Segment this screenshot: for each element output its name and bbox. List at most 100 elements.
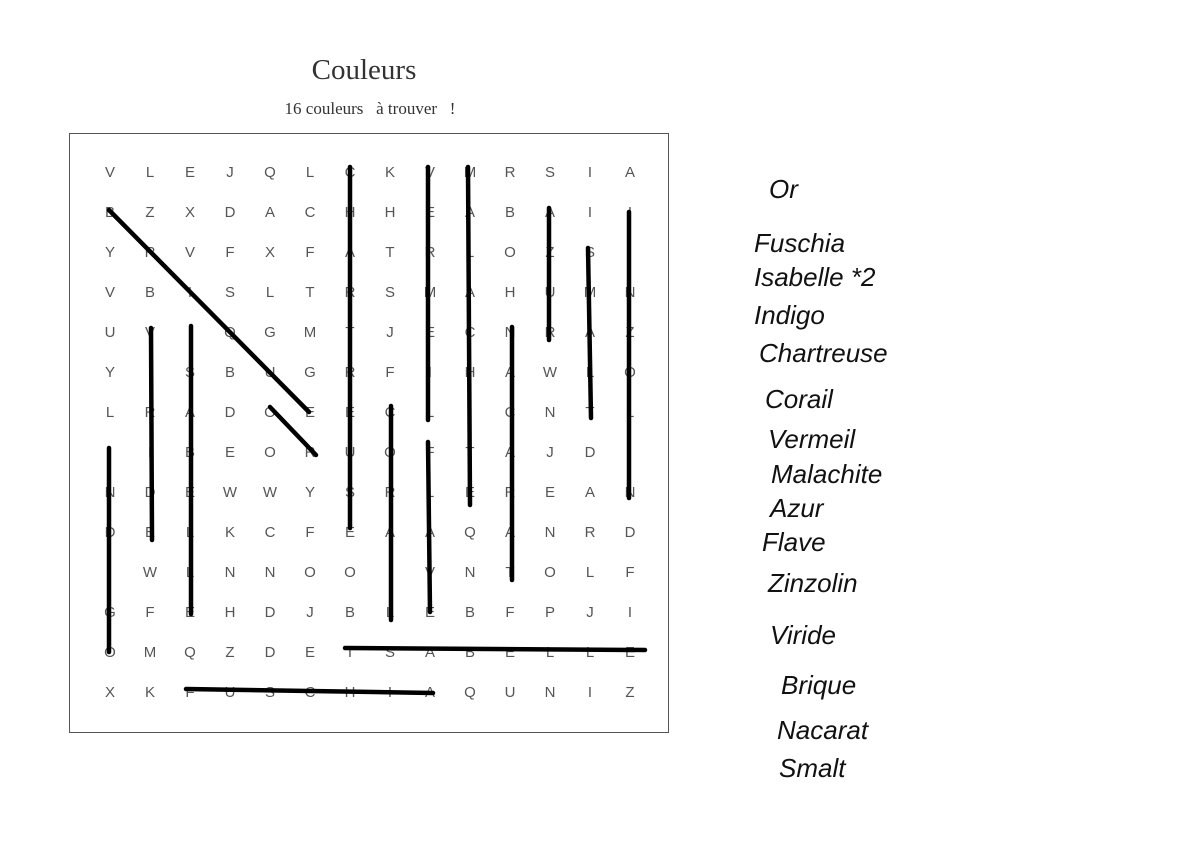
grid-cell[interactable]: I — [107, 444, 113, 461]
grid-cell[interactable]: D — [224, 204, 236, 221]
grid-cell[interactable]: C — [464, 324, 476, 341]
grid-cell[interactable]: R — [144, 244, 156, 261]
grid-cell[interactable]: Z — [545, 244, 555, 261]
grid-cell[interactable]: H — [344, 684, 356, 701]
grid-cell[interactable]: A — [584, 324, 595, 341]
grid-cell[interactable]: T — [385, 244, 395, 261]
grid-cell[interactable]: S — [544, 164, 555, 181]
grid-cell[interactable]: B — [104, 204, 115, 221]
grid-cell[interactable]: A — [544, 204, 555, 221]
grid-cell[interactable]: Q — [464, 684, 476, 701]
grid-cell[interactable]: E — [624, 644, 635, 661]
grid-cell[interactable]: J — [546, 444, 554, 461]
grid-cell[interactable]: N — [544, 524, 556, 541]
grid-cell[interactable]: D — [104, 524, 116, 541]
grid-cell[interactable]: Y — [104, 244, 115, 261]
grid-cell[interactable]: B — [184, 444, 195, 461]
grid-cell[interactable]: F — [385, 364, 395, 381]
grid-cell[interactable]: T — [505, 564, 515, 581]
grid-cell[interactable]: K — [384, 164, 395, 181]
grid-cell[interactable]: B — [464, 644, 475, 661]
grid-cell[interactable]: R — [384, 484, 396, 501]
grid-cell[interactable]: N — [504, 324, 516, 341]
grid-cell[interactable]: Y — [304, 484, 315, 501]
grid-cell[interactable]: E — [304, 644, 315, 661]
grid-cell[interactable]: N — [104, 484, 116, 501]
grid-cell[interactable]: L — [425, 404, 435, 421]
grid-cell[interactable]: I — [467, 404, 473, 421]
grid-cell[interactable]: N — [624, 284, 636, 301]
grid-cell[interactable]: R — [304, 444, 316, 461]
grid-cell[interactable]: M — [303, 324, 317, 341]
grid-cell[interactable]: I — [627, 204, 633, 221]
grid-cell[interactable]: L — [585, 364, 595, 381]
grid-cell[interactable]: L — [185, 564, 195, 581]
grid-cell[interactable]: L — [585, 644, 595, 661]
grid-cell[interactable]: T — [305, 284, 315, 301]
grid-cell[interactable]: D — [584, 444, 596, 461]
grid-cell[interactable]: O — [104, 644, 116, 661]
grid-cell[interactable]: I — [627, 604, 633, 621]
grid-cell[interactable]: V — [424, 164, 435, 181]
grid-cell[interactable]: R — [504, 484, 516, 501]
grid-cell[interactable]: S — [584, 244, 595, 261]
grid-cell[interactable]: M — [423, 284, 437, 301]
grid-cell[interactable]: G — [304, 364, 316, 381]
grid-cell[interactable]: Z — [225, 644, 235, 661]
grid-cell[interactable]: S — [384, 644, 395, 661]
grid-cell[interactable]: I — [387, 684, 393, 701]
grid-cell[interactable]: H — [224, 604, 236, 621]
grid-cell[interactable]: C — [344, 164, 356, 181]
grid-cell[interactable]: A — [464, 284, 475, 301]
grid-cell[interactable]: K — [224, 524, 235, 541]
grid-cell[interactable]: L — [625, 404, 635, 421]
grid-cell[interactable]: D — [624, 524, 636, 541]
grid-cell[interactable]: X — [104, 684, 115, 701]
grid-cell[interactable]: F — [505, 604, 515, 621]
grid-cell[interactable]: R — [344, 284, 356, 301]
grid-cell[interactable]: U — [344, 444, 356, 461]
grid-cell[interactable]: S — [264, 684, 275, 701]
grid-cell[interactable]: I — [587, 204, 593, 221]
grid-cell[interactable]: H — [464, 364, 476, 381]
grid-cell[interactable]: A — [384, 524, 395, 541]
grid-cell[interactable]: W — [222, 484, 238, 501]
grid-cell[interactable]: D — [264, 644, 276, 661]
grid-cell[interactable]: E — [424, 324, 435, 341]
grid-cell[interactable]: F — [145, 604, 155, 621]
grid-cell[interactable]: T — [585, 404, 595, 421]
grid-cell[interactable]: O — [264, 404, 276, 421]
grid-cell[interactable]: U — [504, 684, 516, 701]
grid-cell[interactable]: F — [185, 684, 195, 701]
grid-cell[interactable]: E — [224, 444, 235, 461]
grid-cell[interactable]: R — [544, 324, 556, 341]
grid-cell[interactable]: R — [144, 404, 156, 421]
grid-cell[interactable]: F — [425, 444, 435, 461]
grid-cell[interactable]: L — [305, 164, 315, 181]
grid-cell[interactable]: Q — [264, 164, 276, 181]
grid-cell[interactable]: L — [185, 524, 195, 541]
grid-cell[interactable]: A — [504, 524, 515, 541]
grid-cell[interactable]: I — [187, 324, 193, 341]
grid-cell[interactable]: B — [504, 204, 515, 221]
grid-cell[interactable]: D — [144, 484, 156, 501]
grid-cell[interactable]: C — [384, 404, 396, 421]
grid-cell[interactable]: A — [424, 684, 435, 701]
grid-cell[interactable]: S — [224, 284, 235, 301]
grid-cell[interactable]: L — [265, 284, 275, 301]
grid-cell[interactable]: L — [585, 564, 595, 581]
grid-cell[interactable]: A — [184, 404, 195, 421]
grid-cell[interactable]: N — [544, 684, 556, 701]
grid-cell[interactable]: I — [587, 164, 593, 181]
grid-cell[interactable]: I — [387, 564, 393, 581]
grid-cell[interactable]: C — [304, 684, 316, 701]
grid-cell[interactable]: O — [304, 564, 316, 581]
grid-cell[interactable]: V — [184, 244, 195, 261]
grid-cell[interactable]: Q — [184, 644, 196, 661]
grid-cell[interactable]: F — [225, 244, 235, 261]
grid-cell[interactable]: V — [424, 564, 435, 581]
grid-cell[interactable]: M — [143, 644, 157, 661]
grid-cell[interactable]: J — [586, 604, 594, 621]
grid-cell[interactable]: U — [104, 324, 116, 341]
grid-cell[interactable]: D — [224, 404, 236, 421]
